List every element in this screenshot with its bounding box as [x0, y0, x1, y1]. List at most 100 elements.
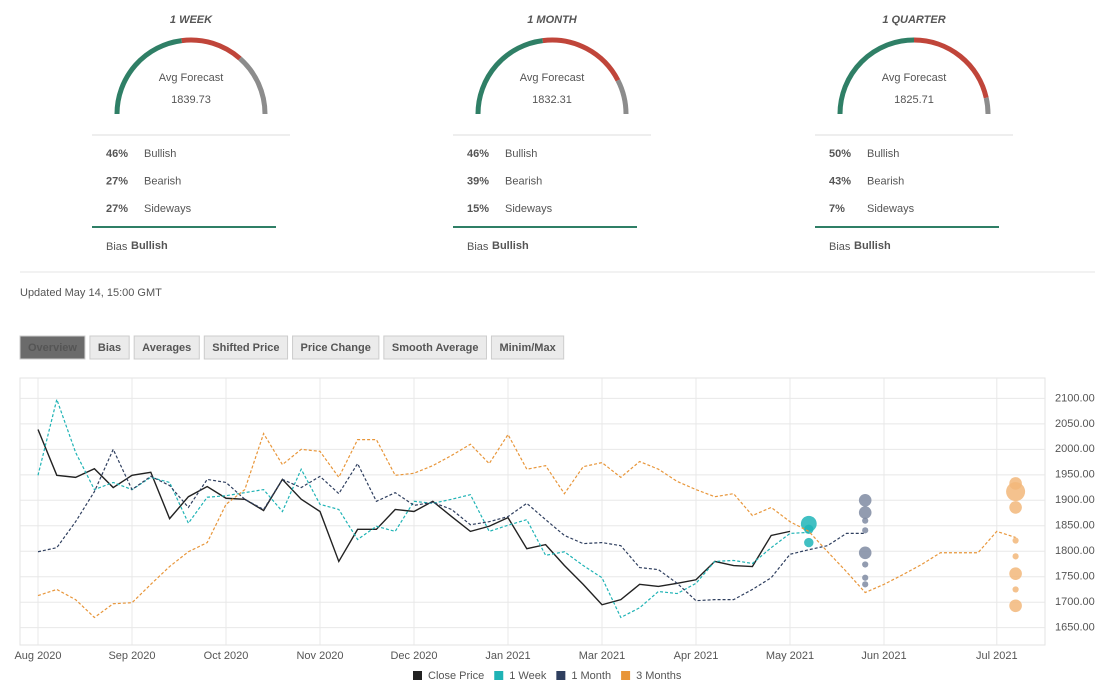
- x-tick-label: Jun 2021: [861, 650, 906, 662]
- gauge-caption: Avg Forecast: [520, 72, 585, 84]
- y-tick-label: 1700.00: [1055, 596, 1095, 608]
- legend-label: 3 Months: [636, 670, 682, 682]
- forecast-bubble: [858, 506, 872, 519]
- gauge-arc: [114, 38, 183, 115]
- x-tick-label: Jan 2021: [485, 650, 530, 662]
- tab-background[interactable]: [19, 335, 86, 360]
- row-name: Bullish: [867, 148, 899, 160]
- gauge-arc: [913, 37, 989, 99]
- tab[interactable]: Bias: [89, 335, 130, 360]
- x-tick-label: Oct 2020: [204, 650, 249, 662]
- forecast-bubble: [1009, 599, 1022, 613]
- tab-label[interactable]: Bias: [98, 342, 121, 354]
- forecast-bubble: [862, 517, 869, 524]
- tab[interactable]: Overview: [19, 335, 86, 360]
- forecast-bubble: [862, 561, 869, 568]
- y-tick-label: 1650.00: [1055, 622, 1095, 634]
- tab-label[interactable]: Overview: [28, 342, 77, 354]
- y-tick-label: 1750.00: [1055, 571, 1095, 583]
- row-name: Sideways: [867, 203, 915, 215]
- gauge-arc: [475, 38, 544, 115]
- gauge-arc: [983, 97, 991, 115]
- bias-label: Bias: [106, 241, 128, 253]
- row-name: Bullish: [144, 148, 176, 160]
- bias-value: Bullish: [492, 240, 529, 252]
- tab[interactable]: Averages: [133, 335, 200, 360]
- tab-label[interactable]: Averages: [142, 342, 191, 354]
- bias-label: Bias: [467, 241, 489, 253]
- forecast-bubble: [862, 574, 869, 581]
- updated-text: Updated May 14, 15:00 GMT: [20, 287, 162, 299]
- tab-label[interactable]: Minim/Max: [499, 342, 556, 354]
- series-line: [37, 429, 791, 606]
- y-tick-label: 1950.00: [1055, 469, 1095, 481]
- row-percent: 15%: [467, 203, 489, 215]
- row-percent: 46%: [467, 148, 489, 160]
- forecast-bubble: [862, 527, 869, 534]
- legend-swatch: [413, 671, 422, 680]
- tab-background[interactable]: [133, 335, 200, 360]
- tab-background[interactable]: [292, 335, 380, 360]
- series-line: [37, 447, 866, 602]
- row-name: Bearish: [505, 175, 542, 187]
- tab[interactable]: Minim/Max: [490, 335, 565, 360]
- forecast-bubble: [1009, 567, 1022, 580]
- gauge-caption: Avg Forecast: [159, 72, 224, 84]
- gauge-caption: Avg Forecast: [882, 72, 947, 84]
- row-percent: 27%: [106, 203, 128, 215]
- tab-background[interactable]: [383, 335, 487, 360]
- tab-label[interactable]: Smooth Average: [392, 342, 479, 354]
- x-tick-label: Nov 2020: [296, 650, 343, 662]
- gauge-arc: [238, 56, 268, 115]
- y-tick-label: 1850.00: [1055, 520, 1095, 532]
- gauge-period: 1 QUARTER: [882, 14, 945, 26]
- tab-background[interactable]: [203, 335, 289, 360]
- row-percent: 43%: [829, 175, 851, 187]
- y-tick-label: 1900.00: [1055, 494, 1095, 506]
- y-tick-label: 1800.00: [1055, 545, 1095, 557]
- x-tick-label: Dec 2020: [390, 650, 437, 662]
- gauge-period: 1 WEEK: [170, 14, 213, 26]
- forecast-bubble: [1006, 482, 1026, 502]
- row-percent: 39%: [467, 175, 489, 187]
- tab[interactable]: Price Change: [292, 335, 380, 360]
- row-percent: 27%: [106, 175, 128, 187]
- row-name: Bearish: [144, 175, 181, 187]
- y-tick-label: 2050.00: [1055, 418, 1095, 430]
- row-name: Bearish: [867, 175, 904, 187]
- forecast-bubble: [1012, 586, 1019, 593]
- bias-value: Bullish: [131, 240, 168, 252]
- x-tick-label: Aug 2020: [14, 650, 61, 662]
- gauge-arc: [837, 37, 915, 115]
- plot-frame: [19, 377, 1046, 646]
- legend-label: 1 Month: [571, 670, 611, 682]
- forecast-bubble: [1012, 553, 1019, 560]
- gauge-arc: [615, 79, 629, 115]
- x-tick-label: Apr 2021: [674, 650, 719, 662]
- tab-background[interactable]: [89, 335, 130, 360]
- series-line: [37, 432, 1016, 619]
- forecast-bubble: [804, 524, 814, 535]
- tab-background[interactable]: [490, 335, 565, 360]
- gauge-period: 1 MONTH: [527, 14, 578, 26]
- gauge-average: 1839.73: [171, 94, 211, 106]
- y-tick-label: 2100.00: [1055, 392, 1095, 404]
- forecast-bubble: [862, 581, 869, 588]
- row-name: Sideways: [505, 203, 553, 215]
- gauge-arc: [542, 37, 621, 82]
- tab[interactable]: Shifted Price: [203, 335, 289, 360]
- x-tick-label: Mar 2021: [579, 650, 625, 662]
- forecast-bubble: [1009, 501, 1022, 514]
- y-tick-label: 2000.00: [1055, 443, 1095, 455]
- row-percent: 50%: [829, 148, 851, 160]
- row-percent: 7%: [829, 203, 845, 215]
- tab-label[interactable]: Price Change: [301, 342, 371, 354]
- legend-swatch: [556, 671, 566, 680]
- tab[interactable]: Smooth Average: [383, 335, 487, 360]
- forecast-bubble: [1012, 537, 1019, 544]
- row-name: Bullish: [505, 148, 537, 160]
- x-tick-label: May 2021: [766, 650, 814, 662]
- bias-label: Bias: [829, 241, 851, 253]
- tab-label[interactable]: Shifted Price: [212, 342, 279, 354]
- x-tick-label: Sep 2020: [108, 650, 155, 662]
